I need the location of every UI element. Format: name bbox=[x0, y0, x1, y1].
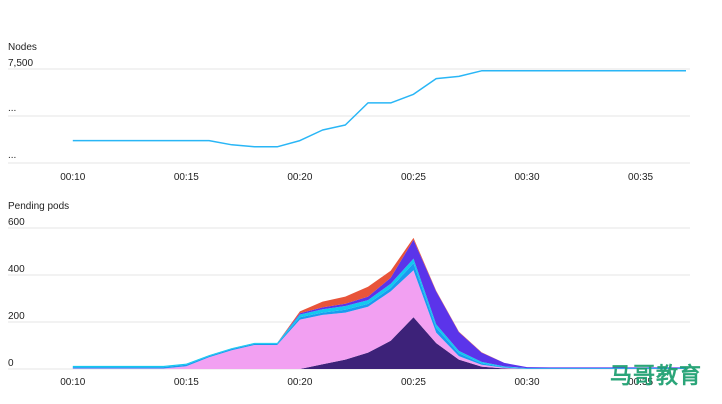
pods-x-tick-label: 00:35 bbox=[628, 377, 653, 388]
pods-x-tick-label: 00:30 bbox=[515, 377, 540, 388]
pods-x-tick-label: 00:25 bbox=[401, 377, 426, 388]
nodes-x-tick-label: 00:20 bbox=[287, 172, 312, 183]
pods-y-tick-label: 200 bbox=[8, 311, 25, 322]
nodes-x-tick-label: 00:30 bbox=[515, 172, 540, 183]
nodes-y-tick-label: ... bbox=[8, 103, 16, 114]
nodes-y-axis: 7,500...... bbox=[8, 58, 33, 161]
nodes-x-tick-label: 00:35 bbox=[628, 172, 653, 183]
nodes-series-line bbox=[72, 70, 686, 148]
pending-pods-chart-title: Pending pods bbox=[8, 201, 69, 212]
nodes-chart-title: Nodes bbox=[8, 42, 37, 53]
nodes-chart: Nodes 7,500...... 00:10 00:15 00:20 00:25 00… bbox=[8, 42, 690, 183]
pods-y-axis: 600 400 200 0 bbox=[8, 217, 25, 369]
nodes-grid bbox=[8, 68, 690, 164]
pods-x-axis: 00:10 00:15 00:20 00:25 00:30 00:35 bbox=[60, 377, 653, 388]
nodes-y-tick-label: 7,500 bbox=[8, 58, 33, 69]
watermark-logo: 马哥教育 bbox=[609, 364, 702, 389]
nodes-x-tick-label: 00:15 bbox=[174, 172, 199, 183]
nodes-y-tick-label: ... bbox=[8, 150, 16, 161]
pods-area-series-1 bbox=[72, 317, 687, 369]
nodes-x-tick-label: 00:25 bbox=[401, 172, 426, 183]
pods-x-tick-label: 00:15 bbox=[174, 377, 199, 388]
pods-y-tick-label: 0 bbox=[8, 358, 14, 369]
pods-x-tick-label: 00:20 bbox=[287, 377, 312, 388]
nodes-series-group bbox=[72, 70, 686, 148]
pods-area-series-2 bbox=[72, 270, 687, 369]
nodes-x-axis: 00:10 00:15 00:20 00:25 00:30 00:35 bbox=[60, 172, 653, 183]
pods-y-tick-label: 400 bbox=[8, 264, 25, 275]
pods-x-tick-label: 00:10 bbox=[60, 377, 85, 388]
pods-series-group bbox=[72, 237, 687, 369]
nodes-x-tick-label: 00:10 bbox=[60, 172, 85, 183]
pods-y-tick-label: 600 bbox=[8, 217, 25, 228]
